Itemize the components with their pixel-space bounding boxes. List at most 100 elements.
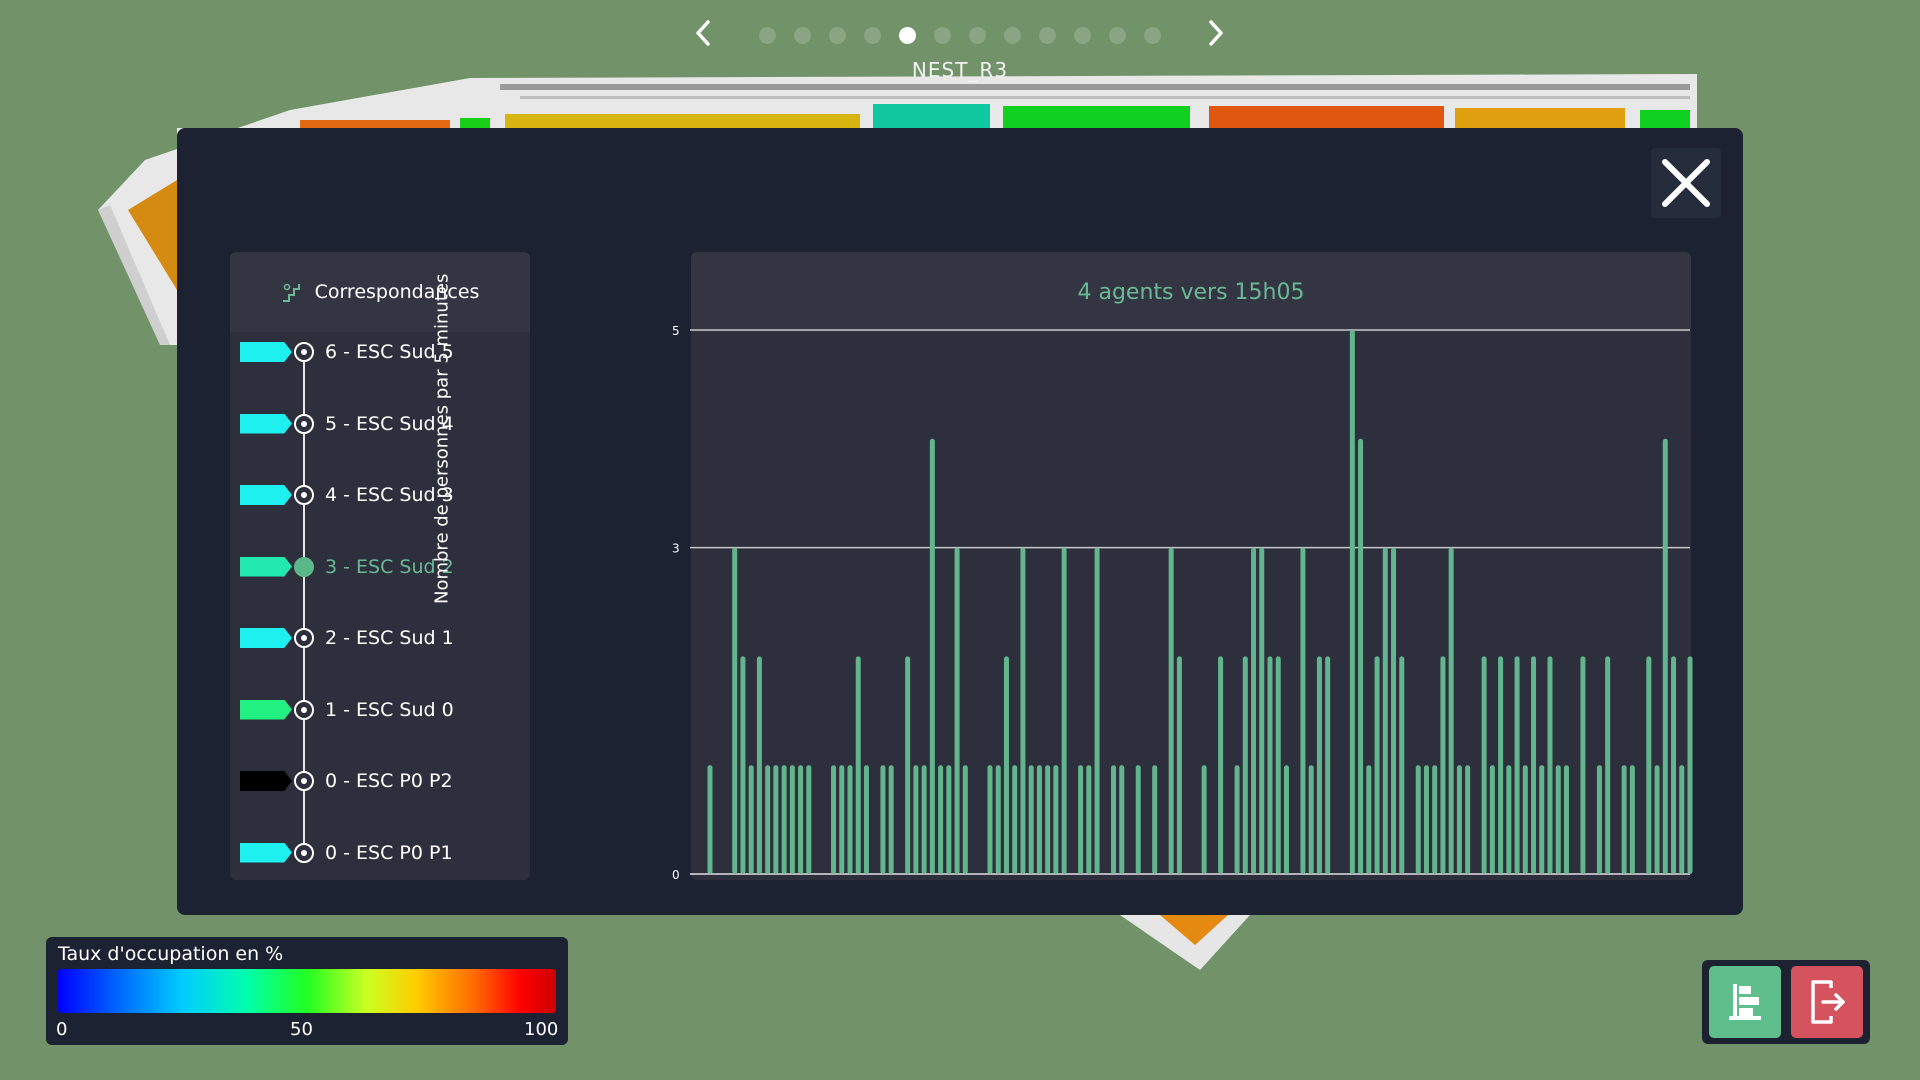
correspondance-item[interactable]: 1 - ESC Sud 0 (230, 690, 530, 730)
correspondance-label: 0 - ESC P0 P1 (325, 841, 453, 864)
chart-bar (1053, 765, 1059, 874)
chevron-left-icon (696, 20, 710, 46)
floor-dot-5[interactable] (899, 27, 916, 44)
bar-chart: 0 3 5 (672, 324, 1693, 882)
y-axis-label: Nombre de personnes par 5 minutes (431, 273, 453, 604)
correspondances-panel: Correspondances 6 - ESC Sud 5 5 - ESC Sud… (230, 252, 530, 880)
stats-button[interactable] (1709, 966, 1781, 1038)
chart-bar (1234, 765, 1240, 874)
floor-dot-3[interactable] (829, 27, 846, 44)
chart-bar (1308, 765, 1314, 874)
legend-color-scale (58, 969, 556, 1013)
chart-bar (1251, 547, 1257, 874)
chart-bar (1514, 656, 1520, 874)
chart-bar (1440, 656, 1446, 874)
chart-bar (1242, 656, 1248, 874)
chart-bar (1432, 765, 1438, 874)
chart-bar (1465, 765, 1471, 874)
correspondance-item[interactable]: 2 - ESC Sud 1 (230, 618, 530, 658)
y-tick-label: 0 (672, 868, 680, 882)
floor-dot-11[interactable] (1109, 27, 1126, 44)
correspondance-item[interactable]: 6 - ESC Sud 5 (230, 332, 530, 372)
occupancy-tag (240, 413, 292, 434)
chart-bar (905, 656, 911, 874)
chart-bar (773, 765, 779, 874)
chart-title: 4 agents vers 15h05 (691, 252, 1691, 332)
node-circle-icon (294, 413, 314, 434)
correspondance-label: 0 - ESC P0 P2 (325, 770, 453, 792)
chart-bar (888, 765, 894, 874)
chart-bar (1086, 765, 1092, 874)
correspondance-item[interactable]: 0 - ESC P0 P2 (230, 761, 530, 801)
chart-bar (707, 765, 713, 874)
floor-dot-7[interactable] (969, 27, 986, 44)
chart-bar (1654, 765, 1660, 874)
chart-bar (1316, 656, 1322, 874)
floor-carousel (0, 14, 1920, 54)
chart-bar (839, 765, 845, 874)
correspondance-item[interactable]: 5 - ESC Sud 4 (230, 404, 530, 444)
panel-header: Correspondances (230, 252, 530, 332)
floor-dot-9[interactable] (1039, 27, 1056, 44)
chart-bar (789, 765, 795, 874)
occupancy-tag (240, 699, 292, 720)
node-circle-icon (294, 342, 314, 362)
correspondance-label: 4 - ESC Sud 3 (325, 484, 454, 506)
chart-bar (1325, 656, 1331, 874)
floor-dot-6[interactable] (934, 27, 951, 44)
chart-bar (1300, 547, 1306, 874)
correspondance-label: 6 - ESC Sud 5 (325, 341, 454, 363)
legend-tick-min: 0 (56, 1019, 68, 1040)
chart-bar (1374, 656, 1380, 874)
chart-bar (1531, 656, 1537, 874)
chart-bar (1547, 656, 1553, 874)
exit-button[interactable] (1791, 966, 1863, 1038)
correspondance-label: 1 - ESC Sud 0 (325, 698, 454, 721)
chart-bar (1448, 547, 1454, 874)
correspondance-item[interactable]: 0 - ESC P0 P1 (230, 833, 530, 873)
chart-bar (798, 765, 804, 874)
next-floor-button[interactable] (1200, 18, 1230, 48)
chart-bar (962, 765, 968, 874)
panel-header-label: Correspondances (314, 281, 480, 303)
chart-bar (740, 656, 746, 874)
bar-chart-icon (1729, 984, 1761, 1020)
chart-bar (1267, 656, 1273, 874)
chart-bar (1596, 765, 1602, 874)
chart-bar (1366, 765, 1372, 874)
floor-dot-10[interactable] (1074, 27, 1091, 44)
chart-bar (1646, 656, 1652, 874)
close-icon (1662, 159, 1710, 207)
chart-bar (1382, 547, 1388, 874)
occupancy-legend: Taux d'occupation en % 0 50 100 (46, 937, 568, 1045)
chart-bar (1201, 765, 1207, 874)
chart-bar (765, 765, 771, 874)
floor-dot-12[interactable] (1144, 27, 1161, 44)
chart-bar (1061, 547, 1067, 874)
chart-bar (1176, 656, 1182, 874)
chart-bar (1662, 438, 1668, 874)
chart-bar (1283, 765, 1289, 874)
chart-bar (1539, 765, 1545, 874)
chart-bar (1671, 656, 1677, 874)
node-circle-icon (294, 485, 314, 505)
floor-dot-1[interactable] (759, 27, 776, 44)
floor-dot-2[interactable] (794, 27, 811, 44)
correspondance-item[interactable]: 3 - ESC Sud 2 (230, 547, 530, 587)
correspondance-item[interactable]: 4 - ESC Sud 3 (230, 475, 530, 515)
occupancy-tag (240, 485, 292, 505)
occupancy-tag (240, 771, 292, 791)
chart-bar (1078, 765, 1084, 874)
chart-bar (1489, 765, 1495, 874)
chart-bar (1555, 765, 1561, 874)
chart-bar (1456, 765, 1462, 874)
previous-floor-button[interactable] (689, 18, 719, 48)
close-modal-button[interactable] (1651, 148, 1721, 218)
node-circle-icon (294, 628, 314, 648)
chart-bar (1506, 765, 1512, 874)
y-tick-label: 3 (672, 542, 680, 556)
chart-bar (1168, 547, 1174, 874)
legend-tick-mid: 50 (290, 1019, 313, 1040)
floor-dot-8[interactable] (1004, 27, 1021, 44)
floor-dot-4[interactable] (864, 27, 881, 44)
